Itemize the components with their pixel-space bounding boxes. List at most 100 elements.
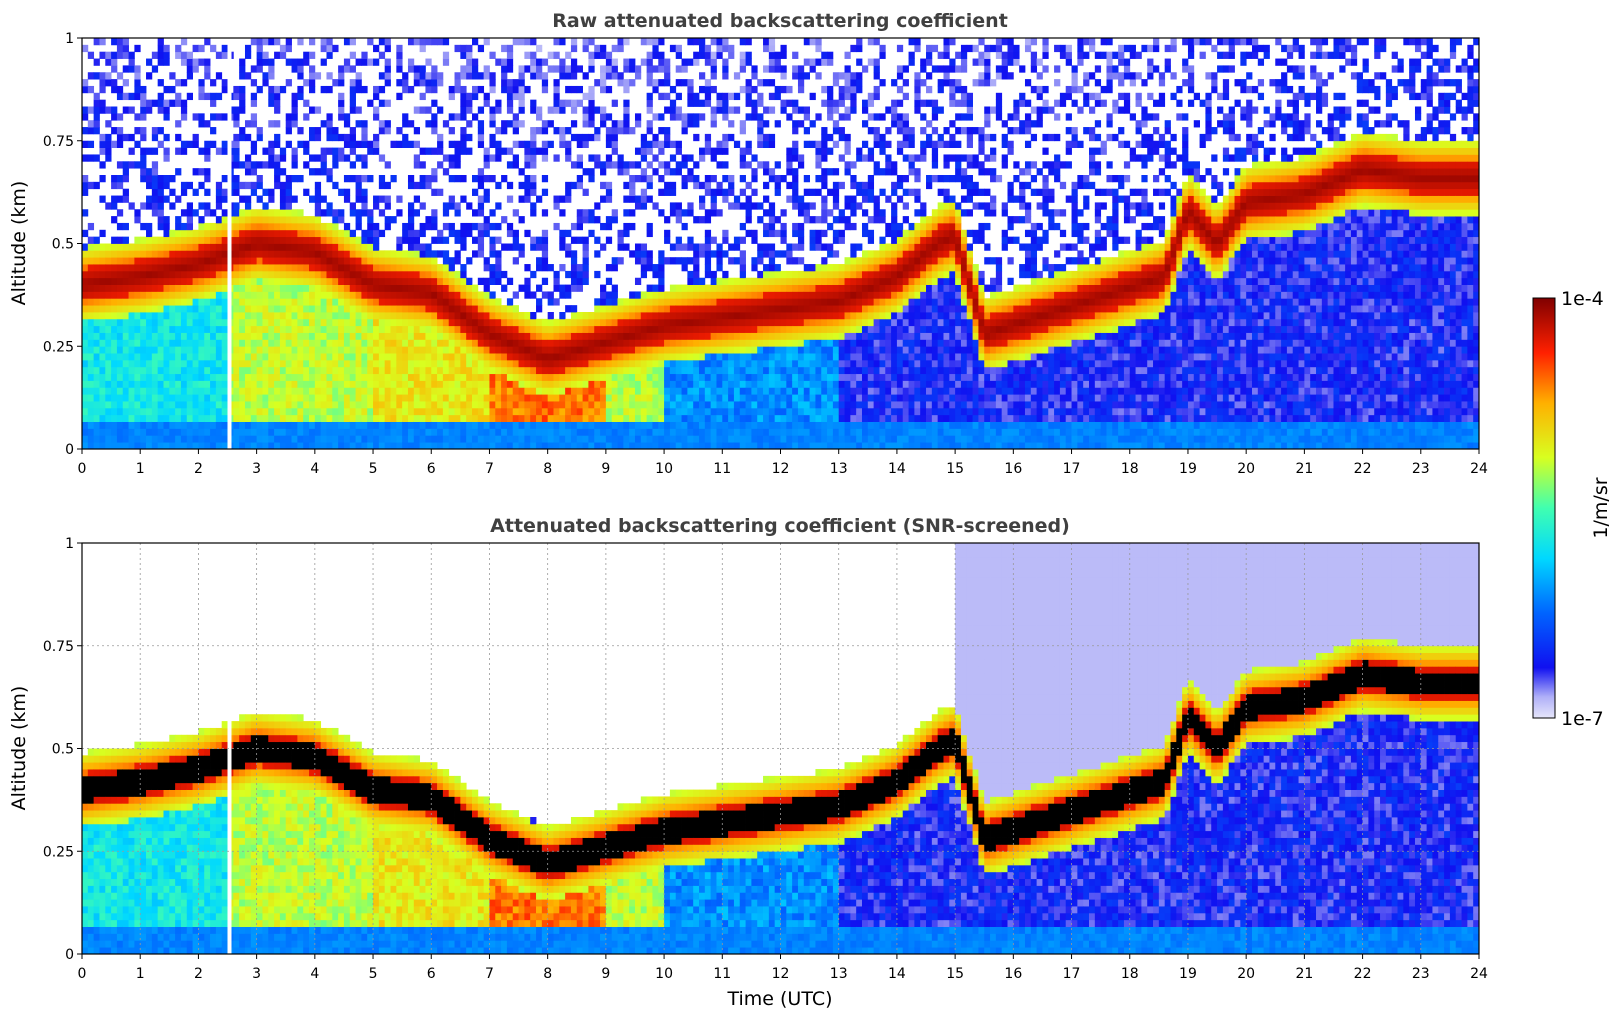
heatmap-cell <box>361 332 368 340</box>
heatmap-cell <box>210 407 217 416</box>
heatmap-cell <box>437 407 444 416</box>
heatmap-cell <box>664 318 671 327</box>
heatmap-cell <box>355 181 362 190</box>
heatmap-cell <box>652 387 659 395</box>
heatmap-cell <box>186 421 193 429</box>
heatmap-cell <box>431 175 438 183</box>
heatmap-cell <box>140 442 147 449</box>
heatmap-cell <box>413 270 421 279</box>
heatmap-cell <box>349 414 356 422</box>
heatmap-cell <box>506 65 514 73</box>
heatmap-cell <box>250 291 258 299</box>
heatmap-cell <box>105 373 112 381</box>
heatmap-cell <box>431 209 438 217</box>
heatmap-cell <box>180 359 188 368</box>
heatmap-cell <box>605 222 613 231</box>
heatmap-cell <box>431 188 438 196</box>
heatmap-cell <box>518 72 525 80</box>
heatmap-cell <box>384 346 391 354</box>
heatmap-cell <box>256 284 263 292</box>
heatmap-cell <box>274 257 281 265</box>
heatmap-cell <box>559 421 566 429</box>
heatmap-cell <box>594 332 601 340</box>
heatmap-cell <box>355 428 362 436</box>
heatmap-cell <box>751 428 758 436</box>
heatmap-cell <box>495 106 502 114</box>
heatmap-cell <box>460 394 467 402</box>
heatmap-cell <box>326 298 333 306</box>
heatmap-cell <box>146 58 153 66</box>
heatmap-cell <box>518 332 525 340</box>
heatmap-cell <box>355 140 362 148</box>
heatmap-cell <box>332 147 339 155</box>
heatmap-cell <box>332 209 339 217</box>
heatmap-cell <box>751 387 758 395</box>
heatmap-cell <box>669 202 677 210</box>
heatmap-cell <box>320 339 327 347</box>
heatmap-cell <box>460 92 467 101</box>
heatmap-cell <box>332 44 339 53</box>
heatmap-cell <box>611 421 618 429</box>
heatmap-cell <box>611 325 618 333</box>
heatmap-cell <box>326 243 333 251</box>
heatmap-cell <box>704 92 712 101</box>
heatmap-cell <box>285 216 292 224</box>
heatmap-cell <box>594 202 601 210</box>
heatmap-cell <box>163 346 170 354</box>
heatmap-cell <box>169 277 176 285</box>
heatmap-cell <box>180 339 188 347</box>
heatmap-cell <box>332 284 339 292</box>
heatmap-cell <box>582 38 589 46</box>
heatmap-cell <box>431 236 438 244</box>
heatmap-cell <box>442 222 450 231</box>
heatmap-cell <box>239 181 246 190</box>
heatmap-cell <box>256 161 263 169</box>
heatmap-cell <box>268 428 275 436</box>
heatmap-cell <box>728 318 735 327</box>
heatmap-cell <box>175 120 182 128</box>
heatmap-cell <box>291 428 298 436</box>
heatmap-cell <box>693 394 700 402</box>
heatmap-cell <box>768 209 776 217</box>
heatmap-cell <box>99 366 106 375</box>
heatmap-cell <box>198 305 205 313</box>
heatmap-cell <box>291 120 298 128</box>
heatmap-cell <box>437 106 444 114</box>
heatmap-cell <box>704 243 712 251</box>
heatmap-cell <box>303 318 310 327</box>
heatmap-cell <box>506 99 514 107</box>
heatmap-cell <box>448 435 455 443</box>
heatmap-cell <box>151 277 159 285</box>
heatmap-cell <box>745 79 752 87</box>
heatmap-cell <box>419 305 426 313</box>
heatmap-cell <box>87 442 95 449</box>
heatmap-cell <box>87 435 95 443</box>
heatmap-cell <box>442 202 450 210</box>
heatmap-cell <box>739 318 746 327</box>
heatmap-cell <box>728 387 735 395</box>
heatmap-cell <box>489 51 496 59</box>
heatmap-cell <box>757 401 764 409</box>
heatmap-cell <box>390 277 397 285</box>
heatmap-cell <box>134 401 141 409</box>
heatmap-cell <box>600 359 607 368</box>
heatmap-cell <box>93 339 100 347</box>
heatmap-cell <box>675 113 682 121</box>
heatmap-cell <box>600 435 607 443</box>
heatmap-cell <box>448 387 455 395</box>
heatmap-cell <box>239 414 246 422</box>
heatmap-cell <box>466 339 473 347</box>
heatmap-cell <box>105 58 112 66</box>
heatmap-cell <box>128 243 135 251</box>
heatmap-cell <box>402 332 409 340</box>
heatmap-cell <box>536 421 543 429</box>
heatmap-cell <box>180 325 188 333</box>
heatmap-cell <box>751 421 758 429</box>
heatmap-cell <box>466 380 473 388</box>
heatmap-cell <box>163 387 170 395</box>
heatmap-cell <box>425 106 432 114</box>
heatmap-cell <box>233 202 240 210</box>
heatmap-cell <box>530 401 537 409</box>
heatmap-cell <box>512 353 519 361</box>
heatmap-cell <box>483 401 490 409</box>
